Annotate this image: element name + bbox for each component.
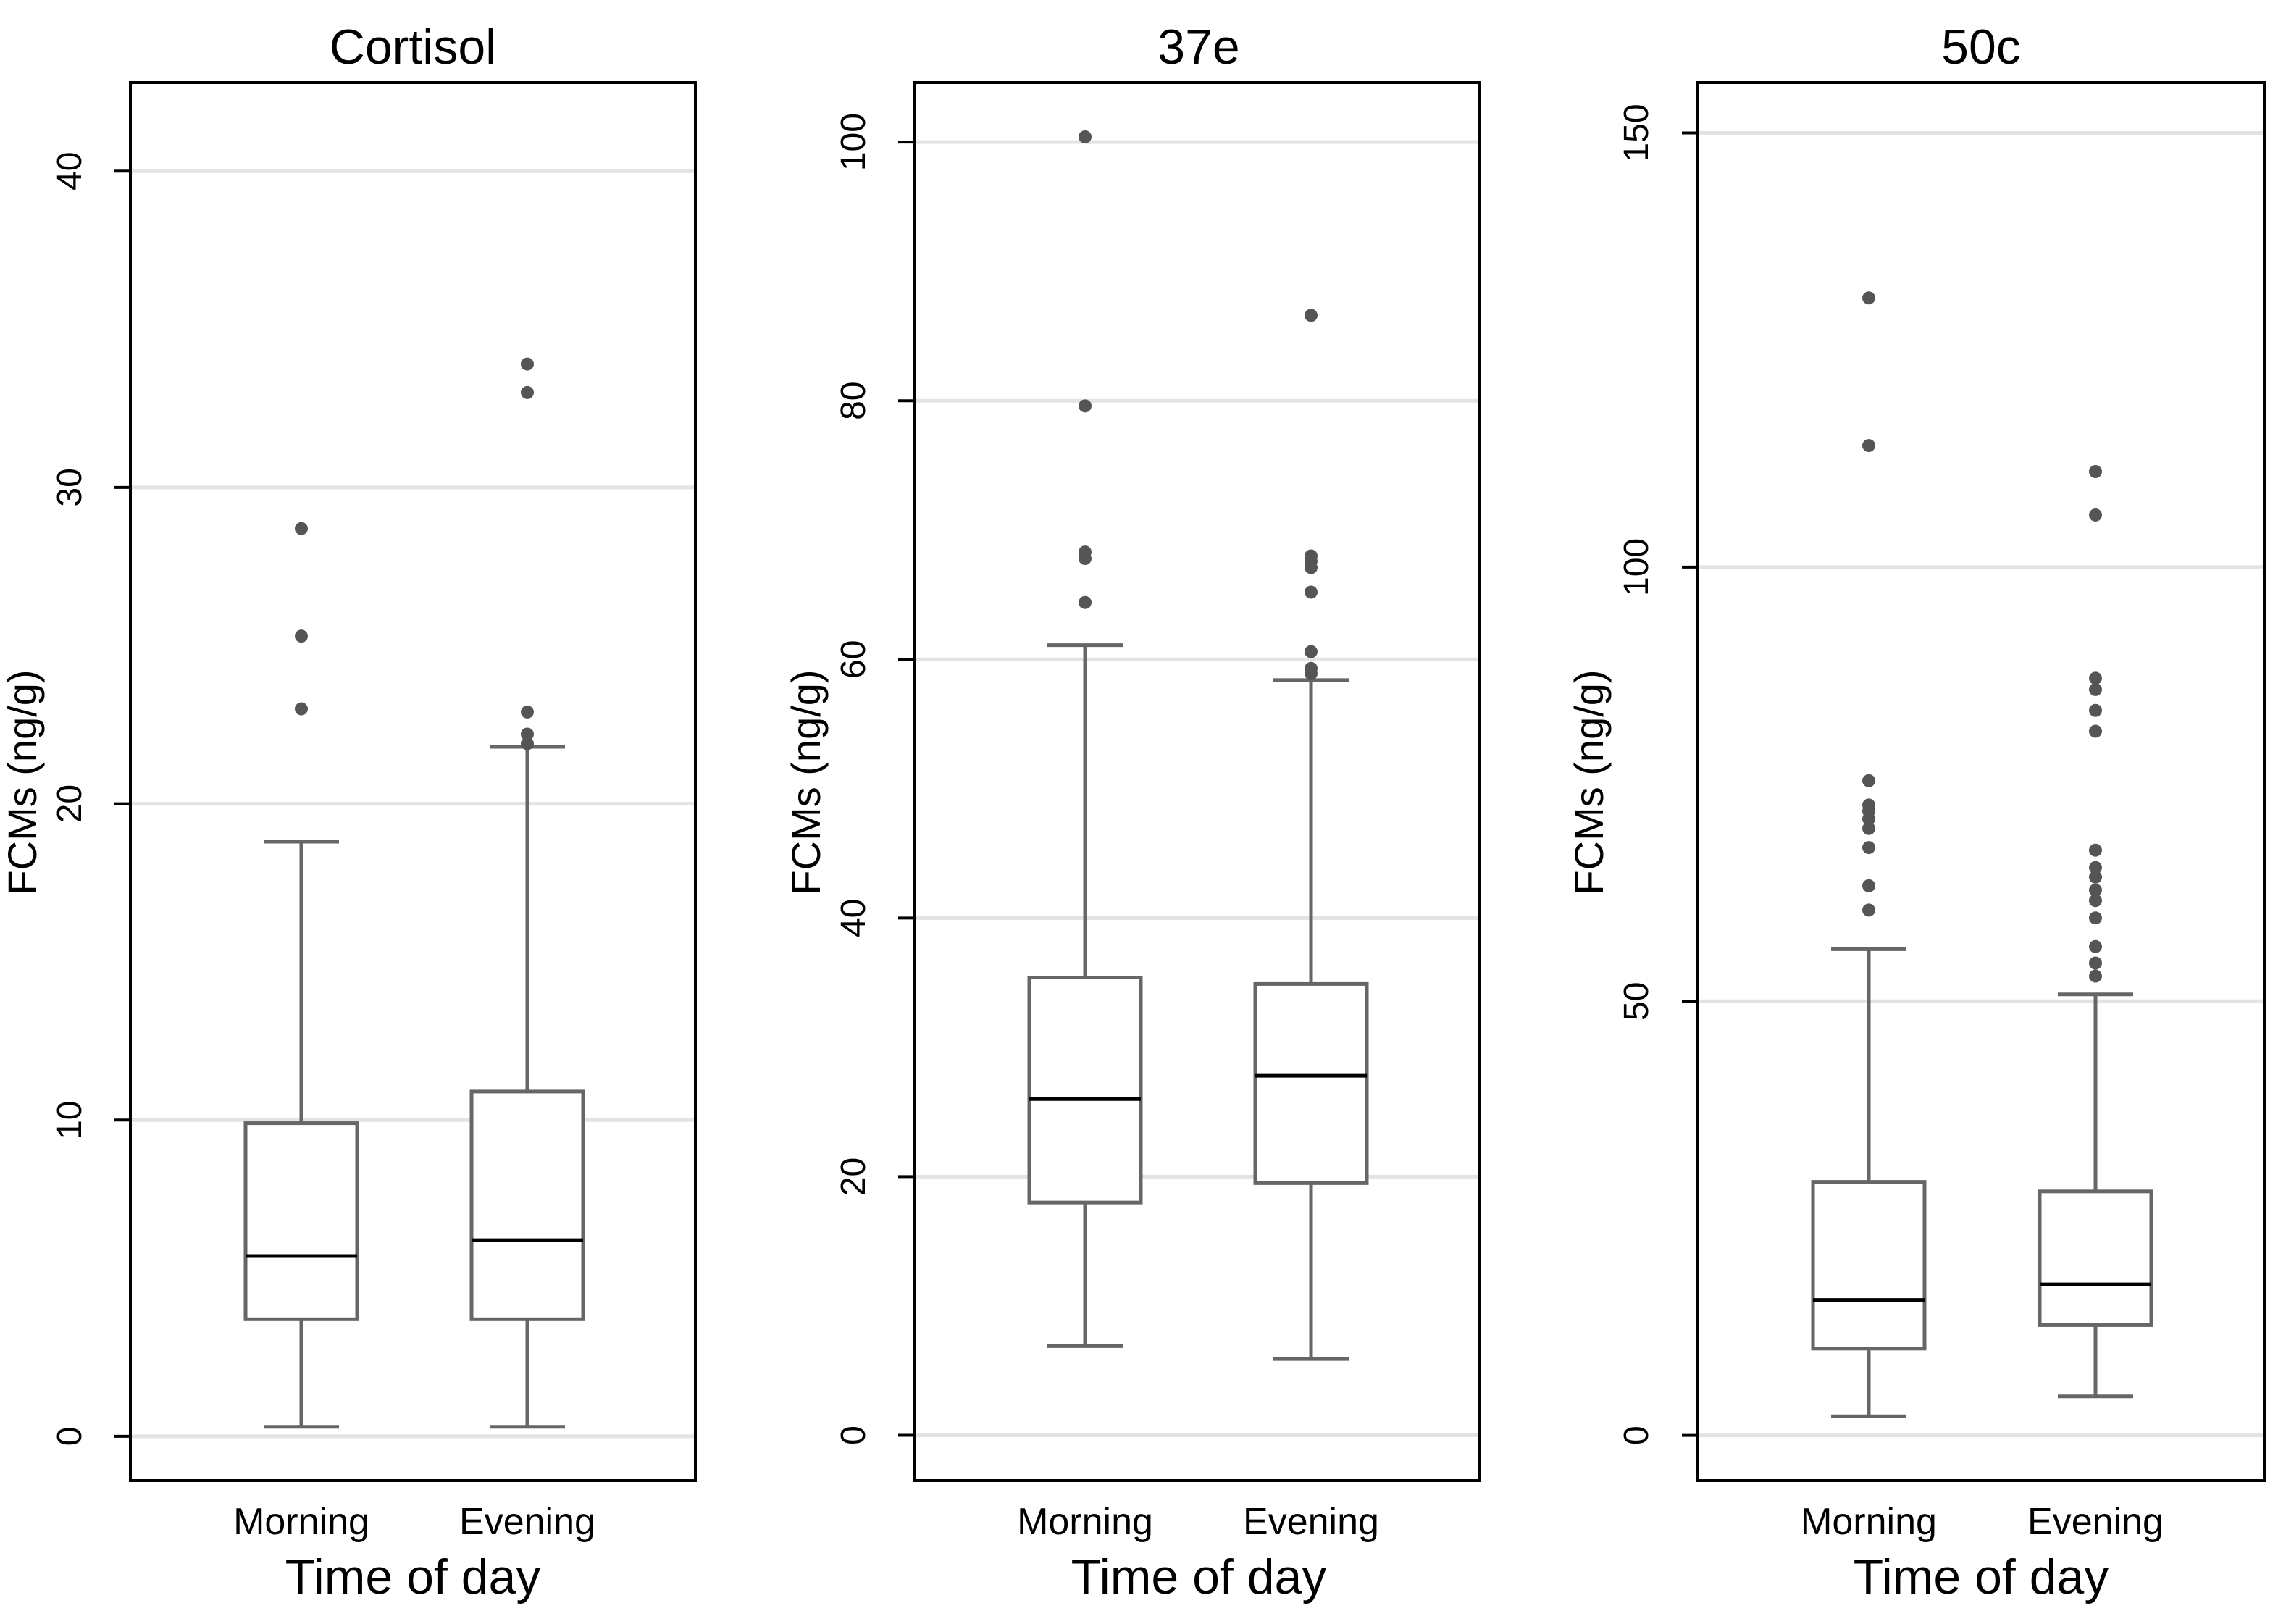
chart-panel-3: 0 50 100 150 Morning Evening 50c Time of day FCM… — [1566, 20, 2266, 1604]
y-tick-label: 10 — [51, 1101, 89, 1139]
outlier-point — [1862, 903, 1875, 917]
outlier-point — [521, 737, 534, 750]
box-morning — [243, 522, 359, 1429]
x-axis-label: Time of day — [285, 1549, 541, 1604]
y-tick-label: 30 — [51, 468, 89, 506]
y-tick-label: 40 — [834, 899, 873, 937]
y-tick-label: 20 — [51, 784, 89, 823]
x-axis-label: Time of day — [1071, 1549, 1327, 1604]
box-morning — [1811, 291, 1927, 1418]
outlier-point — [295, 522, 308, 535]
outlier-point — [1305, 585, 1318, 599]
plot-frame — [129, 81, 697, 1482]
outlier-point — [1079, 545, 1092, 559]
outlier-point — [2089, 861, 2102, 874]
outlier-point — [2089, 508, 2102, 522]
outlier-point — [1862, 439, 1875, 453]
outlier-point — [1079, 595, 1092, 609]
y-axis-label: FCMs (ng/g) — [783, 669, 829, 895]
outlier-point — [521, 727, 534, 741]
outlier-point — [521, 705, 534, 719]
outlier-point — [1305, 309, 1318, 322]
plot-frame — [1696, 81, 2266, 1482]
y-tick-label: 0 — [51, 1427, 89, 1447]
x-category-label: Morning — [1801, 1501, 1937, 1543]
outlier-point — [295, 629, 308, 643]
chart-title: 37e — [1157, 20, 1239, 75]
y-tick-label: 100 — [834, 113, 873, 171]
chart-title: Cortisol — [330, 20, 497, 75]
outlier-point — [2089, 894, 2102, 908]
outlier-point — [521, 385, 534, 399]
outlier-point — [1862, 291, 1875, 305]
box-evening — [2038, 465, 2153, 1399]
x-axis-label: Time of day — [1854, 1549, 2109, 1604]
x-category-label: Evening — [1243, 1501, 1379, 1543]
outlier-point — [2089, 682, 2102, 696]
outlier-point — [2089, 703, 2102, 717]
outlier-point — [1079, 130, 1092, 143]
chart-panel-1: 0 10 20 30 40 Morning Evening Cortisol Time of d… — [0, 20, 697, 1604]
outlier-point — [2089, 843, 2102, 857]
y-tick-label: 100 — [1617, 538, 1656, 596]
iqr-box — [1027, 975, 1143, 1205]
outlier-point — [2089, 883, 2102, 897]
outlier-point — [2089, 671, 2102, 685]
iqr-box — [2038, 1189, 2153, 1327]
outlier-point — [1862, 798, 1875, 812]
y-tick-label: 40 — [51, 152, 89, 191]
box-morning — [1027, 130, 1143, 1348]
iqr-box — [1811, 1180, 1927, 1351]
y-tick-label: 150 — [1617, 104, 1656, 162]
outlier-point — [2089, 956, 2102, 970]
iqr-box — [469, 1089, 585, 1321]
outlier-point — [2089, 465, 2102, 479]
outlier-point — [1862, 841, 1875, 855]
outlier-point — [2089, 939, 2102, 953]
outlier-point — [1862, 774, 1875, 787]
y-axis-label: FCMs (ng/g) — [0, 669, 45, 895]
y-tick-label: 60 — [834, 640, 873, 679]
x-category-label: Morning — [1017, 1501, 1153, 1543]
plot-frame — [913, 81, 1481, 1482]
outlier-point — [1862, 821, 1875, 835]
outlier-point — [2089, 911, 2102, 925]
outlier-point — [1305, 661, 1318, 675]
y-tick-label: 80 — [834, 382, 873, 420]
y-tick-label: 50 — [1617, 982, 1656, 1021]
iqr-box — [1253, 981, 1369, 1185]
y-tick-label: 0 — [1617, 1426, 1656, 1445]
box-evening — [469, 357, 585, 1429]
y-tick-label: 20 — [834, 1158, 873, 1196]
y-axis-label: FCMs (ng/g) — [1566, 669, 1612, 895]
outlier-point — [2089, 969, 2102, 983]
y-tick-label: 0 — [834, 1426, 873, 1445]
outlier-point — [2089, 870, 2102, 884]
outlier-point — [295, 702, 308, 716]
iqr-box — [243, 1121, 359, 1321]
x-category-label: Evening — [2027, 1501, 2164, 1543]
chart-title: 50c — [1941, 20, 2021, 75]
box-evening — [1253, 309, 1369, 1361]
outlier-point — [2089, 724, 2102, 738]
outlier-point — [1305, 549, 1318, 563]
outlier-point — [1305, 645, 1318, 658]
outlier-point — [1862, 879, 1875, 892]
x-category-label: Evening — [459, 1501, 595, 1543]
outlier-point — [521, 357, 534, 371]
outlier-point — [1079, 399, 1092, 413]
chart-panel-2: 0 20 40 60 80 100 Morning Evening 37e Time of day… — [783, 20, 1481, 1604]
x-category-label: Morning — [233, 1501, 369, 1543]
